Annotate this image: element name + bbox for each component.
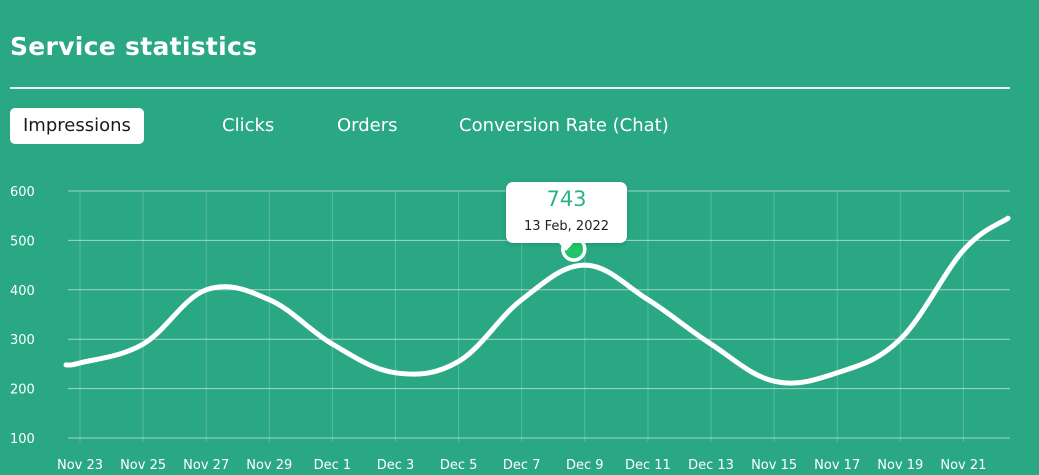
x-tick-label: Dec 3 (377, 458, 415, 473)
x-tick-label: Nov 23 (57, 458, 103, 473)
title-divider (10, 87, 1010, 89)
x-tick-label: Dec 5 (440, 458, 478, 473)
tab-clicks[interactable]: Clicks (222, 115, 275, 136)
x-tick-label: Nov 21 (940, 458, 986, 473)
y-tick-label: 600 (10, 185, 35, 200)
tab-orders[interactable]: Orders (337, 115, 398, 136)
x-tick-label: Dec 7 (503, 458, 541, 473)
y-tick-label: 300 (10, 333, 35, 348)
x-tick-label: Nov 19 (877, 458, 923, 473)
x-tick-label: Dec 1 (314, 458, 352, 473)
tooltip-value: 743 (546, 187, 587, 211)
x-tick-label: Nov 27 (183, 458, 229, 473)
series-line-impressions (63, 215, 1011, 386)
tooltip-date: 13 Feb, 2022 (523, 219, 610, 234)
x-tick-label: Nov 29 (246, 458, 292, 473)
y-tick-label: 400 (10, 284, 35, 299)
x-tick-label: Nov 15 (751, 458, 797, 473)
x-tick-label: Dec 13 (688, 458, 734, 473)
page-title: Service statistics (10, 32, 258, 61)
tab-conversion-rate-chat[interactable]: Conversion Rate (Chat) (459, 115, 669, 136)
x-tick-label: Dec 9 (566, 458, 604, 473)
y-tick-label: 100 (10, 432, 35, 447)
chart-tooltip: 743 13 Feb, 2022 (506, 182, 627, 251)
tab-impressions[interactable]: Impressions (10, 108, 144, 144)
x-tick-label: Dec 11 (625, 458, 671, 473)
x-tick-label: Nov 17 (814, 458, 860, 473)
y-tick-label: 200 (10, 383, 35, 398)
x-tick-label: Nov 25 (120, 458, 166, 473)
y-tick-label: 500 (10, 234, 35, 249)
